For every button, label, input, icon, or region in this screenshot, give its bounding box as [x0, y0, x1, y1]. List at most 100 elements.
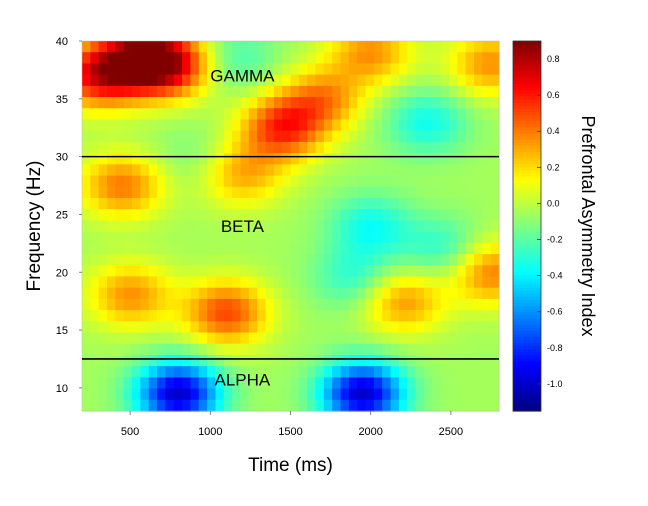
heatmap-cell — [123, 85, 133, 98]
heatmap-cell — [448, 153, 458, 165]
heatmap-cell — [240, 186, 250, 199]
heatmap-cell — [82, 231, 91, 244]
heatmap-cell — [190, 97, 200, 109]
heatmap-cell — [432, 209, 442, 221]
heatmap-cell — [482, 108, 492, 121]
heatmap-cell — [423, 276, 433, 289]
heatmap-cell — [157, 287, 166, 300]
heatmap-cell — [190, 220, 200, 233]
heatmap-cell — [165, 231, 175, 244]
heatmap-cell — [223, 130, 233, 143]
heatmap-cell — [265, 354, 275, 367]
heatmap-cell — [215, 332, 225, 345]
heatmap-cell — [82, 298, 91, 311]
heatmap-cell — [323, 141, 333, 154]
heatmap-cell — [440, 63, 450, 76]
heatmap-cell — [473, 231, 483, 244]
heatmap-cell — [282, 388, 292, 401]
heatmap-cell — [465, 366, 475, 378]
heatmap-cell — [123, 197, 133, 210]
heatmap-cell — [373, 366, 383, 378]
heatmap-cell — [482, 276, 492, 289]
heatmap-cell — [432, 298, 442, 311]
heatmap-cell — [248, 85, 258, 98]
heatmap-cell — [182, 354, 192, 367]
heatmap-cell — [482, 254, 492, 266]
heatmap-cell — [473, 321, 483, 334]
heatmap-cell — [448, 85, 458, 98]
heatmap-cell — [123, 108, 133, 121]
heatmap-cell — [157, 141, 166, 154]
heatmap-cell — [482, 74, 492, 87]
heatmap-cell — [290, 254, 300, 266]
heatmap-cell — [382, 242, 392, 255]
heatmap-cell — [357, 164, 367, 177]
heatmap-cell — [315, 399, 325, 412]
heatmap-cell — [198, 74, 208, 87]
heatmap-cell — [307, 220, 317, 233]
heatmap-cell — [182, 130, 192, 143]
colorbar-segment — [513, 293, 541, 298]
heatmap-cell — [273, 343, 283, 356]
heatmap-cell — [440, 52, 450, 65]
heatmap-cell — [307, 354, 317, 367]
heatmap-cell — [132, 74, 141, 87]
heatmap-cell — [273, 321, 283, 334]
heatmap-cell — [298, 366, 308, 378]
heatmap-cell — [290, 354, 300, 367]
x-tick-label: 500 — [121, 426, 139, 438]
heatmap-cell — [365, 74, 375, 87]
heatmap-cell — [257, 287, 267, 300]
colorbar-segment — [513, 71, 541, 76]
heatmap-cell — [290, 310, 300, 322]
heatmap-cell — [123, 310, 133, 322]
heatmap-cell — [273, 141, 283, 154]
x-tick-label: 1000 — [198, 426, 222, 438]
heatmap-cell — [432, 85, 442, 98]
heatmap-cell — [307, 119, 317, 132]
heatmap-cell — [432, 265, 442, 278]
heatmap-cell — [415, 298, 425, 311]
heatmap-cell — [332, 175, 342, 188]
heatmap-cell — [348, 197, 358, 210]
heatmap-cell — [282, 366, 292, 378]
heatmap-cell — [140, 332, 150, 345]
heatmap-cell — [165, 377, 175, 390]
heatmap-cell — [148, 209, 158, 221]
heatmap-cell — [148, 242, 158, 255]
heatmap-cell — [373, 310, 383, 322]
heatmap-cell — [482, 242, 492, 255]
heatmap-cell — [290, 108, 300, 121]
colorbar-segment — [513, 111, 541, 116]
heatmap-cell — [448, 63, 458, 76]
heatmap-cell — [373, 332, 383, 345]
heatmap-cell — [223, 197, 233, 210]
heatmap-cell — [365, 298, 375, 311]
heatmap-cell — [248, 108, 258, 121]
heatmap-cell — [457, 97, 467, 109]
heatmap-cell — [165, 175, 175, 188]
heatmap-cell — [207, 321, 217, 334]
heatmap-cell — [232, 63, 242, 76]
band-label: BETA — [221, 217, 265, 236]
heatmap-cell — [348, 321, 358, 334]
heatmap-cell — [490, 108, 500, 121]
colorbar-segment — [513, 93, 541, 98]
heatmap-cell — [223, 41, 233, 53]
heatmap-cell — [90, 321, 100, 334]
heatmap-cell — [165, 287, 175, 300]
heatmap-cell — [273, 354, 283, 367]
heatmap-cell — [115, 310, 125, 322]
heatmap-cell — [448, 310, 458, 322]
heatmap-cell — [340, 220, 350, 233]
heatmap-cell — [432, 254, 442, 266]
heatmap-cell — [373, 85, 383, 98]
heatmap-cell — [282, 231, 292, 244]
heatmap-cell — [490, 310, 500, 322]
heatmap-cell — [490, 276, 500, 289]
heatmap-cell — [240, 354, 250, 367]
heatmap-cell — [223, 265, 233, 278]
heatmap-cell — [465, 298, 475, 311]
colorbar-segment — [513, 173, 541, 178]
heatmap-cell — [373, 287, 383, 300]
